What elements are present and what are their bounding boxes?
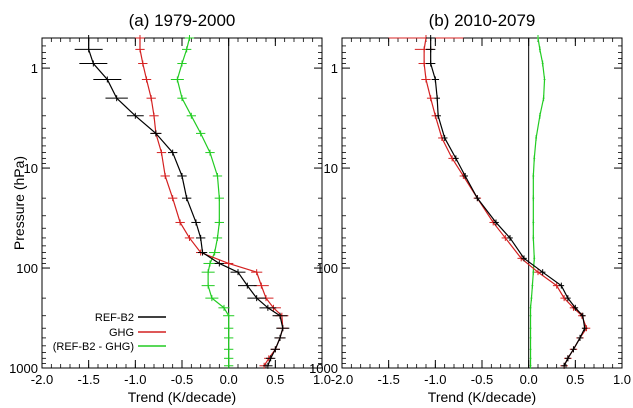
panel-title: (b) 2010-2079	[429, 11, 536, 30]
x-tick-label: -2.0	[31, 372, 53, 387]
series-line-ref-b2	[430, 38, 586, 367]
panel-2: (b) 2010-2079 -2.0 -1.5 -1.0 -0.5 0.0 0.5 1.0 1 1…	[309, 11, 631, 387]
x-tick-label: -2.0	[331, 372, 353, 387]
legend-label: (REF-B2 - GHG)	[53, 341, 134, 353]
y-tick-label: 10	[324, 161, 338, 176]
panel-title: (a) 1979-2000	[129, 11, 236, 30]
x-tick-label: 0.0	[520, 372, 538, 387]
x-axis-label: Trend (K/decade)	[128, 389, 236, 405]
x-tick-label: 1.0	[613, 372, 631, 387]
y-tick-label: 10	[24, 161, 38, 176]
x-tick-label: -1.0	[124, 372, 146, 387]
x-axis-label: Trend (K/decade)	[428, 389, 536, 405]
x-tick-label: -1.5	[377, 372, 399, 387]
plot-frame	[341, 37, 623, 369]
x-tick-label: -1.5	[77, 372, 99, 387]
y-tick-label: 100	[316, 261, 338, 276]
panel-1: (a) 1979-2000 -2.0 -1.5 -1.0 -0.5 0.0 0.5 1.0 1 1…	[9, 11, 331, 387]
x-tick-label: 0.5	[266, 372, 284, 387]
series-line--ref-b2-ghg-	[529, 37, 546, 366]
y-tick-label: 100	[16, 261, 38, 276]
legend-label: GHG	[109, 327, 134, 339]
legend: REF-B2 GHG (REF-B2 - GHG)	[53, 312, 166, 353]
y-tick-label: 1000	[309, 361, 338, 376]
series-line-ghg	[423, 37, 588, 367]
y-axis-label: Pressure (hPa)	[11, 156, 27, 250]
y-tick-label: 1	[331, 61, 338, 76]
x-tick-label: -1.0	[424, 372, 446, 387]
x-tick-label: 1.0	[313, 372, 331, 387]
x-tick-label: 0.0	[220, 372, 238, 387]
x-tick-label: -0.5	[171, 372, 193, 387]
y-tick-label: 1000	[9, 361, 38, 376]
x-tick-label: -0.5	[471, 372, 493, 387]
series-line--ref-b2-ghg-	[176, 37, 230, 366]
legend-label: REF-B2	[95, 312, 134, 324]
y-tick-label: 1	[31, 61, 38, 76]
x-tick-label: 0.5	[566, 372, 584, 387]
